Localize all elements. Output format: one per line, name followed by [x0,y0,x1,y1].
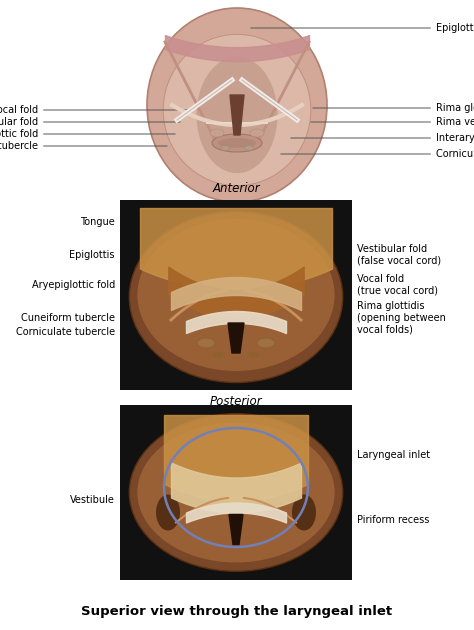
Text: Corniculate tubercle: Corniculate tubercle [16,327,165,337]
Ellipse shape [137,219,335,371]
Text: Piriform recess: Piriform recess [319,515,429,525]
Polygon shape [230,95,244,135]
Ellipse shape [250,129,264,137]
Ellipse shape [212,352,224,358]
Ellipse shape [129,212,343,382]
Ellipse shape [218,138,256,148]
Text: Cuneiform tubercle: Cuneiform tubercle [21,313,165,323]
Ellipse shape [257,338,275,348]
Text: Epiglottis: Epiglottis [251,23,474,33]
Ellipse shape [248,352,260,358]
Text: Vocal fold: Vocal fold [0,105,187,115]
Ellipse shape [212,134,262,152]
Ellipse shape [220,146,229,151]
Text: Aryepiglottic fold: Aryepiglottic fold [0,129,175,139]
Text: Vestibular fold: Vestibular fold [0,117,180,127]
Text: Epiglottis: Epiglottis [70,250,138,260]
Polygon shape [229,515,243,544]
Text: Vestibule: Vestibule [70,495,153,505]
Text: Rima glottidis: Rima glottidis [313,103,474,113]
Text: Posterior: Posterior [210,395,262,408]
Text: Laryngeal inlet: Laryngeal inlet [309,450,430,460]
Text: Tongue: Tongue [80,217,133,227]
Text: Rima vestibuli: Rima vestibuli [311,117,474,127]
Text: Vocal fold
(true vocal cord): Vocal fold (true vocal cord) [314,274,438,296]
FancyBboxPatch shape [120,200,352,390]
Ellipse shape [147,8,327,202]
Text: Aryepiglottic fold: Aryepiglottic fold [32,280,143,290]
Ellipse shape [163,35,311,186]
FancyBboxPatch shape [120,405,352,580]
Polygon shape [228,323,244,353]
Text: Superior view through the laryngeal inlet: Superior view through the laryngeal inle… [82,605,392,618]
Text: Rima glottidis
(opening between
vocal folds): Rima glottidis (opening between vocal fo… [279,301,446,335]
Ellipse shape [156,495,180,530]
Ellipse shape [137,423,335,563]
Text: Corniculate tubercle: Corniculate tubercle [281,149,474,159]
Ellipse shape [292,495,316,530]
Ellipse shape [210,129,224,137]
Text: Interarytenoid fold: Interarytenoid fold [291,133,474,143]
Ellipse shape [197,338,215,348]
Ellipse shape [197,57,277,173]
Ellipse shape [129,414,343,571]
Ellipse shape [245,146,254,151]
Text: Vestibular fold
(false vocal cord): Vestibular fold (false vocal cord) [329,244,441,266]
Text: Anterior: Anterior [212,182,260,195]
Text: Cuneiform tubercle: Cuneiform tubercle [0,141,167,151]
